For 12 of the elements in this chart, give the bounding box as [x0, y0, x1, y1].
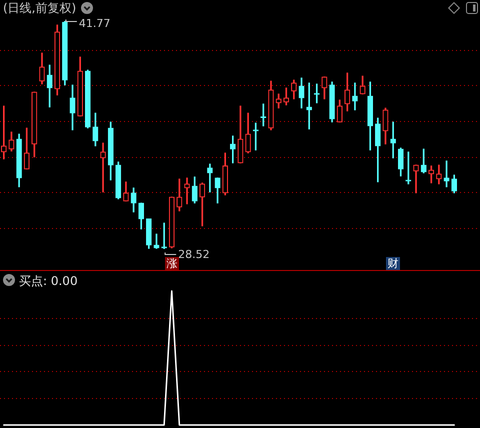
chart-title: 买点: 0.00	[19, 274, 78, 288]
candlestick	[184, 178, 190, 204]
text: 涨	[166, 256, 178, 270]
text: 28.52	[178, 248, 210, 261]
text: 41.77	[78, 16, 110, 30]
candlestick	[444, 160, 450, 188]
text: 财	[388, 256, 398, 270]
candlestick	[352, 82, 358, 110]
candlestick	[154, 234, 160, 249]
candlestick	[413, 164, 419, 194]
candlestick	[100, 142, 106, 192]
chart-title: (日线,前复权)	[3, 1, 76, 15]
